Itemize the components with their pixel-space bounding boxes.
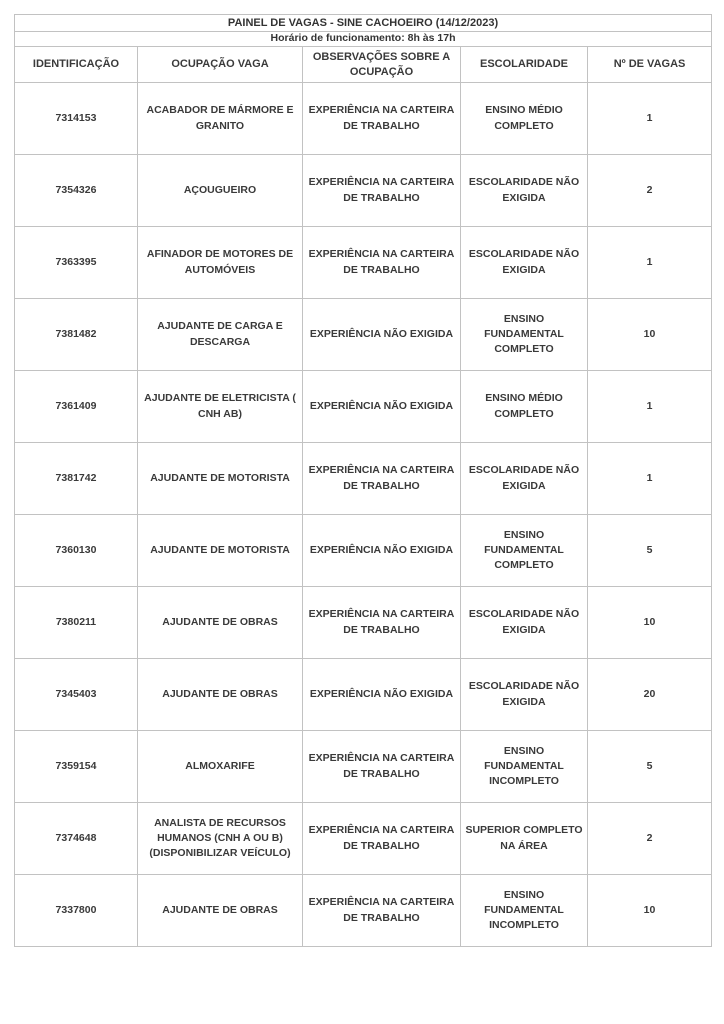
column-header-escolaridade: ESCOLARIDADE <box>460 46 588 83</box>
cell-identificacao: 7345403 <box>14 658 138 731</box>
cell-observacoes: EXPERIÊNCIA NA CARTEIRA DE TRABALHO <box>302 802 461 875</box>
cell-ocupacao: AJUDANTE DE MOTORISTA <box>137 514 303 587</box>
cell-escolaridade: ESCOLARIDADE NÃO EXIGIDA <box>460 658 588 731</box>
cell-escolaridade: ESCOLARIDADE NÃO EXIGIDA <box>460 226 588 299</box>
cell-observacoes: EXPERIÊNCIA NA CARTEIRA DE TRABALHO <box>302 442 461 515</box>
subtitle-row: Horário de funcionamento: 8h às 17h <box>13 31 713 47</box>
column-header-vagas: Nº DE VAGAS <box>586 46 713 83</box>
cell-identificacao: 7363395 <box>14 226 138 299</box>
cell-escolaridade: ESCOLARIDADE NÃO EXIGIDA <box>460 586 588 659</box>
cell-escolaridade: SUPERIOR COMPLETO NA ÁREA <box>460 802 588 875</box>
cell-vagas: 2 <box>586 802 713 875</box>
vagas-table: PAINEL DE VAGAS - SINE CACHOEIRO (14/12/… <box>13 14 713 947</box>
cell-identificacao: 7337800 <box>14 874 138 947</box>
cell-ocupacao: AJUDANTE DE MOTORISTA <box>137 442 303 515</box>
cell-ocupacao: AJUDANTE DE OBRAS <box>137 874 303 947</box>
cell-observacoes: EXPERIÊNCIA NA CARTEIRA DE TRABALHO <box>302 586 461 659</box>
cell-vagas: 20 <box>586 658 713 731</box>
table-row: 7359154 ALMOXARIFE EXPERIÊNCIA NA CARTEI… <box>14 730 713 803</box>
cell-observacoes: EXPERIÊNCIA NA CARTEIRA DE TRABALHO <box>302 730 461 803</box>
cell-vagas: 10 <box>586 586 713 659</box>
cell-ocupacao: ALMOXARIFE <box>137 730 303 803</box>
cell-identificacao: 7374648 <box>14 802 138 875</box>
cell-identificacao: 7361409 <box>14 370 138 443</box>
cell-ocupacao: AÇOUGUEIRO <box>137 154 303 227</box>
table-body: 7314153 ACABADOR DE MÁRMORE E GRANITO EX… <box>14 82 713 947</box>
cell-identificacao: 7359154 <box>14 730 138 803</box>
table-subtitle: Horário de funcionamento: 8h às 17h <box>13 31 713 47</box>
cell-ocupacao: AJUDANTE DE ELETRICISTA ( CNH AB) <box>137 370 303 443</box>
cell-ocupacao: ACABADOR DE MÁRMORE E GRANITO <box>137 82 303 155</box>
cell-escolaridade: ENSINO FUNDAMENTAL INCOMPLETO <box>460 730 588 803</box>
cell-escolaridade: ENSINO MÉDIO COMPLETO <box>460 370 588 443</box>
cell-ocupacao: AFINADOR DE MOTORES DE AUTOMÓVEIS <box>137 226 303 299</box>
cell-identificacao: 7380211 <box>14 586 138 659</box>
cell-vagas: 2 <box>586 154 713 227</box>
table-title: PAINEL DE VAGAS - SINE CACHOEIRO (14/12/… <box>13 14 713 32</box>
table-row: 7381742 AJUDANTE DE MOTORISTA EXPERIÊNCI… <box>14 442 713 515</box>
table-row: 7380211 AJUDANTE DE OBRAS EXPERIÊNCIA NA… <box>14 586 713 659</box>
cell-vagas: 1 <box>586 226 713 299</box>
cell-vagas: 1 <box>586 442 713 515</box>
cell-escolaridade: ENSINO FUNDAMENTAL COMPLETO <box>460 298 588 371</box>
column-header-observacoes: OBSERVAÇÕES SOBRE A OCUPAÇÃO <box>302 46 461 83</box>
table-row: 7354326 AÇOUGUEIRO EXPERIÊNCIA NA CARTEI… <box>14 154 713 227</box>
cell-escolaridade: ESCOLARIDADE NÃO EXIGIDA <box>460 154 588 227</box>
table-row: 7360130 AJUDANTE DE MOTORISTA EXPERIÊNCI… <box>14 514 713 587</box>
cell-observacoes: EXPERIÊNCIA NÃO EXIGIDA <box>302 514 461 587</box>
cell-observacoes: EXPERIÊNCIA NÃO EXIGIDA <box>302 658 461 731</box>
table-row: 7314153 ACABADOR DE MÁRMORE E GRANITO EX… <box>14 82 713 155</box>
cell-identificacao: 7354326 <box>14 154 138 227</box>
cell-identificacao: 7360130 <box>14 514 138 587</box>
cell-escolaridade: ESCOLARIDADE NÃO EXIGIDA <box>460 442 588 515</box>
table-row: 7363395 AFINADOR DE MOTORES DE AUTOMÓVEI… <box>14 226 713 299</box>
cell-vagas: 1 <box>586 370 713 443</box>
column-header-identificacao: IDENTIFICAÇÃO <box>14 46 138 83</box>
cell-observacoes: EXPERIÊNCIA NA CARTEIRA DE TRABALHO <box>302 874 461 947</box>
table-row: 7361409 AJUDANTE DE ELETRICISTA ( CNH AB… <box>14 370 713 443</box>
cell-observacoes: EXPERIÊNCIA NA CARTEIRA DE TRABALHO <box>302 154 461 227</box>
cell-vagas: 10 <box>586 298 713 371</box>
table-row: 7374648 ANALISTA DE RECURSOS HUMANOS (CN… <box>14 802 713 875</box>
cell-ocupacao: AJUDANTE DE OBRAS <box>137 658 303 731</box>
cell-vagas: 5 <box>586 514 713 587</box>
cell-vagas: 1 <box>586 82 713 155</box>
cell-ocupacao: ANALISTA DE RECURSOS HUMANOS (CNH A OU B… <box>137 802 303 875</box>
cell-vagas: 10 <box>586 874 713 947</box>
cell-ocupacao: AJUDANTE DE OBRAS <box>137 586 303 659</box>
table-row: 7337800 AJUDANTE DE OBRAS EXPERIÊNCIA NA… <box>14 874 713 947</box>
cell-ocupacao: AJUDANTE DE CARGA E DESCARGA <box>137 298 303 371</box>
cell-identificacao: 7381482 <box>14 298 138 371</box>
cell-escolaridade: ENSINO FUNDAMENTAL COMPLETO <box>460 514 588 587</box>
table-row: 7345403 AJUDANTE DE OBRAS EXPERIÊNCIA NÃ… <box>14 658 713 731</box>
title-row: PAINEL DE VAGAS - SINE CACHOEIRO (14/12/… <box>13 14 713 32</box>
cell-observacoes: EXPERIÊNCIA NA CARTEIRA DE TRABALHO <box>302 226 461 299</box>
cell-vagas: 5 <box>586 730 713 803</box>
column-header-ocupacao: OCUPAÇÃO VAGA <box>137 46 303 83</box>
cell-escolaridade: ENSINO MÉDIO COMPLETO <box>460 82 588 155</box>
cell-observacoes: EXPERIÊNCIA NA CARTEIRA DE TRABALHO <box>302 82 461 155</box>
cell-identificacao: 7314153 <box>14 82 138 155</box>
column-header-row: IDENTIFICAÇÃO OCUPAÇÃO VAGA OBSERVAÇÕES … <box>14 46 713 83</box>
cell-observacoes: EXPERIÊNCIA NÃO EXIGIDA <box>302 298 461 371</box>
cell-identificacao: 7381742 <box>14 442 138 515</box>
cell-observacoes: EXPERIÊNCIA NÃO EXIGIDA <box>302 370 461 443</box>
table-row: 7381482 AJUDANTE DE CARGA E DESCARGA EXP… <box>14 298 713 371</box>
cell-escolaridade: ENSINO FUNDAMENTAL INCOMPLETO <box>460 874 588 947</box>
